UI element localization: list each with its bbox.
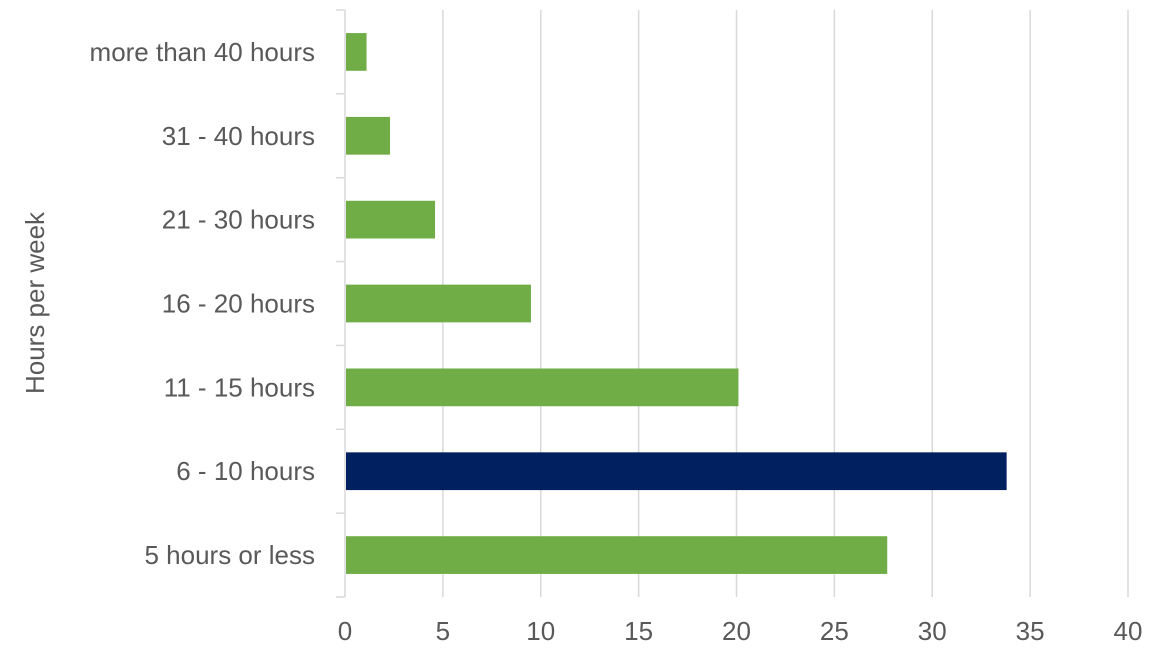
category-label: 31 - 40 hours [162,121,315,151]
x-tick-label: 20 [722,616,751,646]
x-tick-label: 30 [918,616,947,646]
y-axis-title: Hours per week [20,211,50,394]
x-tick-label: 35 [1016,616,1045,646]
axes [336,9,346,598]
bar-6-10-hours [346,452,1007,491]
x-tick-label: 5 [436,616,450,646]
bar-16-20-hours [346,284,531,323]
category-label: 16 - 20 hours [162,289,315,319]
bar-31-40-hours [346,116,391,155]
x-tick-label: 10 [526,616,555,646]
category-label: 6 - 10 hours [176,456,315,486]
bars [346,33,1007,574]
x-tick-label: 15 [624,616,653,646]
category-label: 11 - 15 hours [164,372,315,402]
x-tick-label: 25 [820,616,849,646]
category-label: more than 40 hours [90,37,315,67]
category-label: 21 - 30 hours [162,205,315,235]
x-tick-label: 40 [1114,616,1143,646]
bar-more-than-40-hours [346,33,367,71]
bar-21-30-hours [346,200,436,239]
bar-5-hours-or-less [346,536,888,574]
x-tick-label: 0 [338,616,352,646]
gridlines [442,10,1129,597]
category-label: 5 hours or less [144,540,315,570]
bar-11-15-hours [346,368,739,407]
labels: 5 hours or less 6 - 10 hours 11 - 15 hours… [90,37,1143,646]
